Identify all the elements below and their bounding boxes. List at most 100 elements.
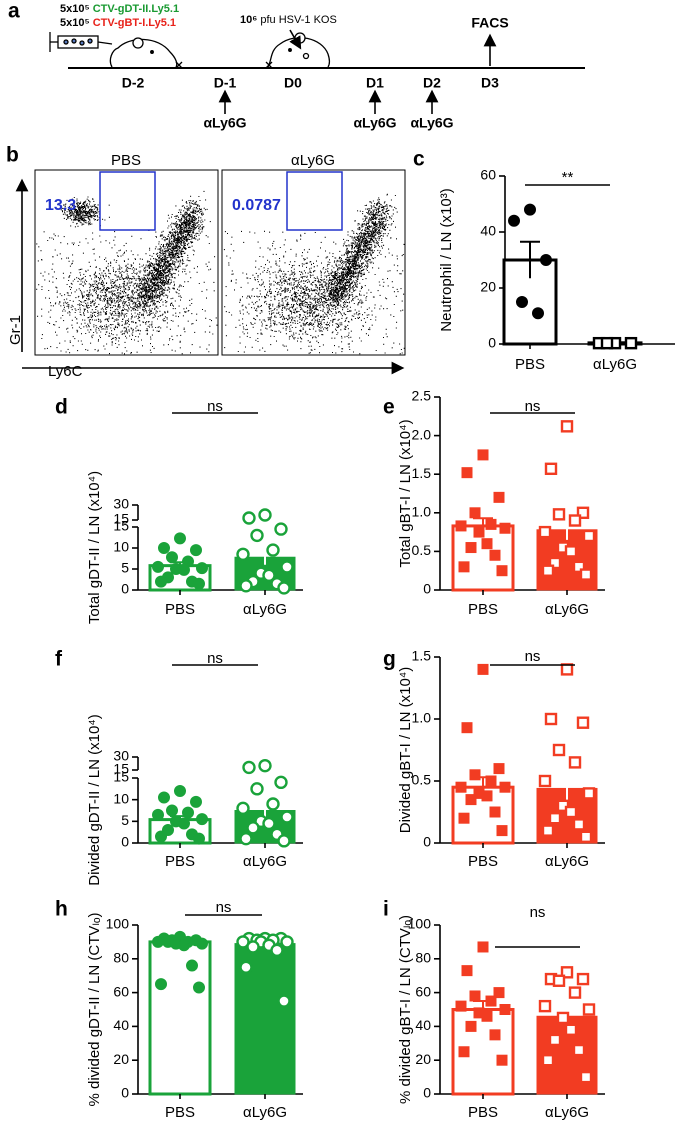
y-tick-label: 0 <box>488 335 496 351</box>
y-tick-label: 60 <box>480 167 496 183</box>
point <box>538 774 552 788</box>
injection: 5x10⁵ CTV-gBT-I.Ly5.1 <box>60 17 176 29</box>
point <box>193 981 205 994</box>
point <box>162 935 174 948</box>
point <box>277 834 291 848</box>
injection: 5x10⁵ CTV-gDT-II.Ly5.1 <box>60 3 179 15</box>
point <box>541 824 555 837</box>
point <box>576 972 590 986</box>
point <box>455 520 467 532</box>
point <box>455 781 467 793</box>
point <box>493 763 505 775</box>
y-tick-label: 30 <box>113 496 129 512</box>
day: D0 <box>284 75 302 91</box>
y-label: Divided gBT-I / LN (x10⁴) <box>397 667 414 834</box>
x-tick-label: αLy6G <box>593 356 637 373</box>
point <box>262 816 276 831</box>
y-tick-label: 0 <box>423 834 431 850</box>
panel-letter: f <box>55 648 63 671</box>
point <box>489 549 501 561</box>
point <box>174 785 186 797</box>
point <box>556 799 570 812</box>
point <box>190 544 202 557</box>
x-tick-label: αLy6G <box>545 601 589 618</box>
significance: ns <box>216 899 232 916</box>
point <box>250 782 264 796</box>
y-label: Total gDT-II / LN (x10⁴) <box>86 471 103 624</box>
point <box>524 203 536 216</box>
point <box>499 522 511 534</box>
y-tick-label: 2.5 <box>412 388 432 404</box>
bar <box>148 940 212 1096</box>
significance: ns <box>530 904 546 921</box>
point <box>560 420 574 433</box>
dose: 5x10⁵ <box>60 3 90 15</box>
point <box>568 514 582 527</box>
point <box>548 556 562 570</box>
point <box>274 775 288 790</box>
point <box>544 462 558 475</box>
point <box>280 935 294 949</box>
x-tick-label: PBS <box>468 1104 498 1121</box>
point <box>458 1046 470 1058</box>
point <box>465 1020 477 1032</box>
y-tick-label: 0 <box>423 1085 431 1101</box>
y-tick-label: 30 <box>113 748 129 764</box>
point <box>152 935 164 948</box>
point <box>552 974 566 987</box>
point <box>582 529 596 543</box>
point <box>564 1023 578 1036</box>
y-tick-label: 0 <box>121 581 129 597</box>
panel-letter: a <box>8 0 20 23</box>
y-tick-label: 0 <box>121 1085 129 1101</box>
y-tick-label: 0.5 <box>412 542 432 558</box>
point <box>174 532 186 545</box>
point <box>582 787 596 800</box>
x-tick-label: PBS <box>468 601 498 618</box>
point <box>579 1070 593 1084</box>
point <box>465 794 477 806</box>
panel-letter: e <box>383 396 395 419</box>
point <box>178 817 190 830</box>
point <box>568 986 582 999</box>
point <box>540 254 552 266</box>
point <box>532 307 544 320</box>
point <box>166 804 178 817</box>
mouse <box>265 32 331 69</box>
point <box>576 506 590 519</box>
point <box>477 941 489 953</box>
day: D1 <box>366 75 384 91</box>
infection-text: pfu HSV-1 KOS <box>260 14 336 26</box>
arrow <box>289 29 302 50</box>
x-tick-label: αLy6G <box>243 853 287 870</box>
point <box>152 808 164 821</box>
point <box>496 825 508 837</box>
point <box>489 806 501 818</box>
point <box>582 1003 596 1016</box>
point <box>246 940 260 954</box>
y-tick-label: 1.5 <box>412 465 432 481</box>
bar-charts: c 0 20 40 60 Neutrophil / LN (x10³) PBS αLy6G **… <box>55 148 675 1121</box>
point <box>155 978 167 991</box>
point <box>481 1010 493 1022</box>
panel-letter: b <box>6 144 19 167</box>
y-tick-label: 20 <box>113 1051 129 1067</box>
y-tick-label: 80 <box>415 950 431 966</box>
point <box>158 791 170 804</box>
point <box>496 565 508 577</box>
point <box>496 1054 508 1066</box>
point <box>277 994 291 1008</box>
point <box>485 995 497 1007</box>
y-tick-label: 15 <box>113 769 129 785</box>
point <box>461 965 473 977</box>
y-tick-label: 15 <box>113 511 129 527</box>
point <box>493 491 505 503</box>
x-tick-label: αLy6G <box>243 601 287 618</box>
point <box>560 663 574 676</box>
point <box>190 795 202 808</box>
gate-value: 13.3 <box>45 197 76 214</box>
significance: ** <box>562 169 574 186</box>
point <box>469 990 481 1002</box>
gate-value: 0.0787 <box>232 197 281 214</box>
point <box>274 522 288 536</box>
